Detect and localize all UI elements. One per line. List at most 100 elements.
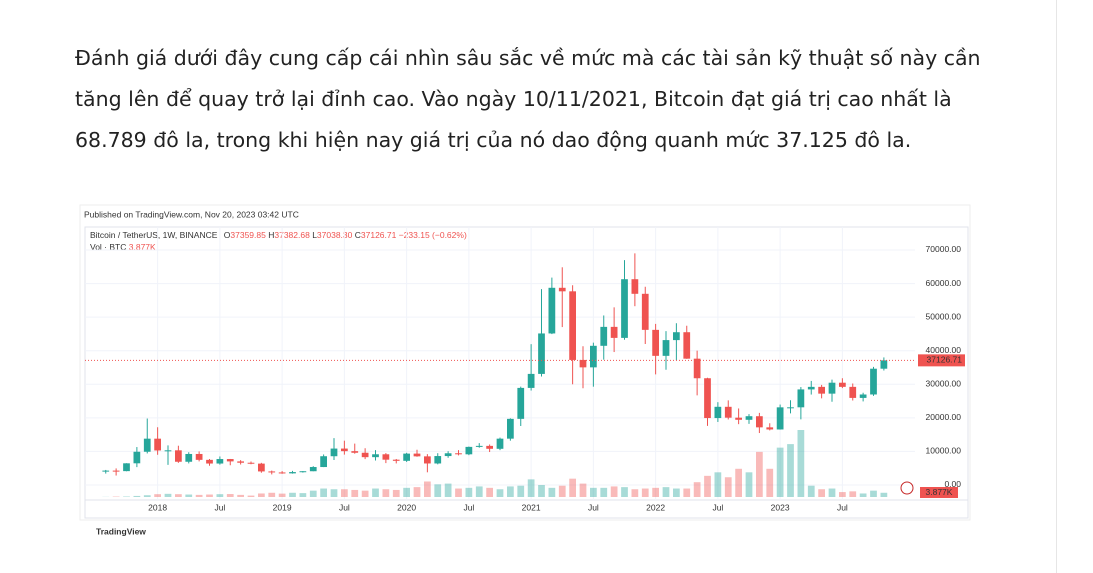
volume-bar xyxy=(621,487,628,497)
text-line: tăng lên để quay trở lại đỉnh cao. Vào n… xyxy=(75,87,952,111)
volume-bar xyxy=(299,493,307,497)
published-note: Published on TradingView.com, Nov 20, 20… xyxy=(84,209,299,219)
candle-body xyxy=(527,373,535,388)
volume-bar xyxy=(756,451,763,497)
volume-bar xyxy=(351,489,359,497)
candle-body xyxy=(289,472,296,474)
volume-bar xyxy=(133,495,141,497)
candle-body xyxy=(828,382,836,394)
candle-body xyxy=(590,345,597,368)
candle-body xyxy=(776,407,784,430)
volume-bar xyxy=(175,494,182,497)
candle-body xyxy=(475,445,483,447)
candle-body xyxy=(320,456,327,468)
y-tick-label: 20000.00 xyxy=(926,412,962,422)
candle-body xyxy=(154,438,161,451)
volume-bar xyxy=(403,487,410,497)
candle-body xyxy=(797,389,805,408)
volume-bar xyxy=(216,494,224,497)
candle-body xyxy=(714,406,722,419)
candle-body xyxy=(351,451,359,453)
volume-bar xyxy=(693,482,701,497)
candle-body xyxy=(735,417,742,420)
volume-bar xyxy=(268,492,276,497)
candle-body xyxy=(403,453,410,461)
volume-bar xyxy=(413,487,421,497)
volume-bar xyxy=(828,488,836,497)
volume-bar xyxy=(673,488,680,497)
volume-title: Vol · BTC xyxy=(90,242,126,252)
x-tick-label: Jul xyxy=(837,502,848,512)
candle-body xyxy=(455,453,462,455)
symbol: Bitcoin / TetherUS, 1W, BINANCE xyxy=(90,230,218,240)
volume-bar xyxy=(278,493,286,497)
ohlc-value: 37038.30 xyxy=(317,230,353,240)
ohlc-letter: L xyxy=(312,230,317,240)
candle-body xyxy=(175,450,182,462)
volume-bar xyxy=(807,485,815,497)
candle-body xyxy=(226,459,234,462)
volume-bar xyxy=(517,485,525,497)
volume-bar xyxy=(424,481,431,497)
candle-body xyxy=(641,293,649,330)
x-tick-label: Jul xyxy=(588,502,599,512)
volume-bar xyxy=(475,486,483,497)
x-tick-label: 2019 xyxy=(273,502,292,512)
candle-body xyxy=(496,438,504,449)
candle-body xyxy=(507,418,514,439)
y-tick-label: 50000.00 xyxy=(926,311,962,321)
ohlc-value: 37126.71 xyxy=(361,230,397,240)
candle-body xyxy=(704,378,711,419)
candle-body xyxy=(268,471,276,473)
change: −233.15 (−0.62%) xyxy=(399,230,467,240)
volume-bar xyxy=(372,488,379,497)
candle-body xyxy=(258,463,265,472)
x-tick-label: Jul xyxy=(339,502,350,512)
candle-body xyxy=(424,456,431,464)
volume-bar xyxy=(870,490,877,497)
volume-bar xyxy=(818,489,825,497)
x-tick-label: 2021 xyxy=(522,502,541,512)
candle-body xyxy=(745,416,753,420)
candle-body xyxy=(538,333,545,374)
candle-body xyxy=(216,459,224,464)
volume-label-box xyxy=(920,487,958,498)
candle-body xyxy=(517,387,525,419)
candle-body xyxy=(299,471,307,473)
volume-legend: Vol · BTC 3.877K xyxy=(90,242,156,252)
candle-body xyxy=(859,394,867,398)
volume-bar xyxy=(486,487,493,497)
candle-body xyxy=(206,459,213,464)
volume-bar xyxy=(652,487,659,497)
volume-bar xyxy=(226,494,234,497)
x-tick-label: 2023 xyxy=(771,502,790,512)
volume-bar xyxy=(444,483,452,497)
candle-body xyxy=(164,450,172,452)
volume-bar xyxy=(206,494,213,497)
candle-body xyxy=(372,454,379,458)
volume-bar xyxy=(859,493,867,497)
volume-bar xyxy=(154,494,161,497)
candle-body xyxy=(112,470,120,472)
paragraph: Đánh giá dưới đây cung cấp cái nhìn sâu … xyxy=(75,38,981,161)
candle-body xyxy=(309,467,317,472)
volume-bar xyxy=(247,495,255,497)
volume-bar xyxy=(195,494,203,497)
candle-body xyxy=(693,358,701,379)
price-label-box xyxy=(918,354,965,367)
volume-bar xyxy=(455,488,462,497)
candle-body xyxy=(465,446,473,455)
candle-body xyxy=(133,451,141,464)
volume-bar xyxy=(569,478,576,497)
candle-body xyxy=(621,279,628,338)
last-price-label: 37126.71 xyxy=(927,355,963,365)
y-tick-label: 30000.00 xyxy=(926,379,962,389)
candle-body xyxy=(486,445,493,449)
volume-bar xyxy=(320,488,327,497)
candle-body xyxy=(195,453,203,460)
volume-bar xyxy=(558,485,566,497)
x-tick-label: Jul xyxy=(712,502,723,512)
candle-body xyxy=(569,291,576,360)
